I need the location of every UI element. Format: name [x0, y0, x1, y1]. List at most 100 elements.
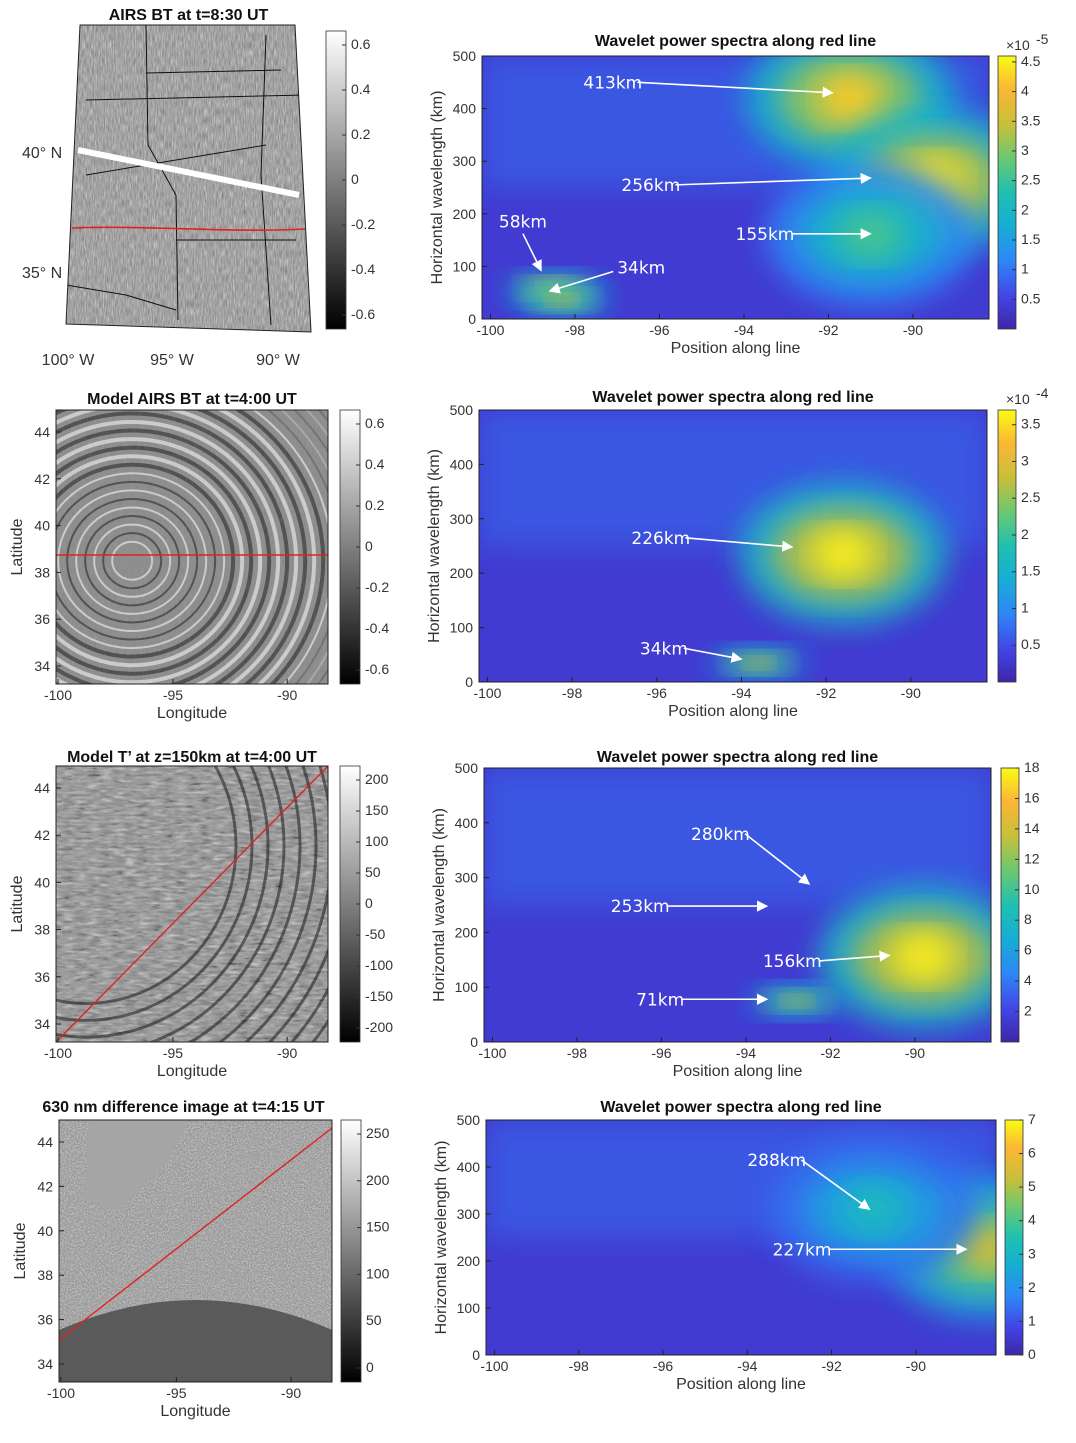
- heatmap-peak-core: [839, 210, 903, 260]
- map-image: [56, 766, 328, 1042]
- y-tick-label: 42: [34, 827, 50, 843]
- x-tick-label: -92: [820, 1045, 840, 1061]
- y-tick-label: 200: [457, 1253, 481, 1269]
- heatmap-peak-core: [783, 995, 811, 1007]
- y-tick-label: 400: [455, 815, 479, 831]
- y-axis-label: Horizontal wavelength (km): [429, 91, 446, 285]
- y-tick-label: 42: [37, 1178, 53, 1194]
- colorbar-tick-label: 1: [1028, 1312, 1036, 1328]
- annotation-arrow: [685, 537, 794, 552]
- x-tick-label: -90: [905, 1045, 925, 1061]
- map-panel-2: -100 -95 -90 44 42 40 38 36 34 Longitude Latitude M…: [9, 391, 389, 722]
- colorbar-tick-label: 3.5: [1021, 112, 1041, 128]
- x-tick-label: -90: [281, 1385, 301, 1401]
- map-title: AIRS BT at t=8:30 UT: [109, 7, 269, 24]
- colorbar-tick-label: 100: [366, 1265, 390, 1281]
- plot-frame: [478, 409, 988, 683]
- wave-ring: [187, 766, 302, 1042]
- y-tick-label: 44: [34, 780, 50, 796]
- colorbar-tick-label: 3.5: [1021, 416, 1041, 432]
- latitude-label: 40° N: [22, 145, 62, 162]
- y-tick-label: 500: [453, 48, 477, 64]
- colorbar-tick-label: 0: [351, 171, 359, 187]
- colorbar-tick-label: 7: [1028, 1111, 1036, 1127]
- x-tick-label: -100: [478, 1045, 506, 1061]
- x-tick-label: -96: [647, 685, 667, 701]
- colorbar-tick-label: 3: [1021, 142, 1029, 158]
- colorbar-tick-label: -150: [365, 988, 393, 1004]
- x-axis-label: Position along line: [676, 1376, 806, 1393]
- wave-ring: [56, 766, 254, 1022]
- x-tick-label: -96: [653, 1358, 673, 1374]
- colorbar-tick-label: 50: [365, 864, 381, 880]
- y-tick-label: 300: [450, 511, 474, 527]
- colorbar-tick-label: 0.2: [351, 126, 371, 142]
- y-tick-label: 300: [453, 153, 477, 169]
- wavelet-panel-1: -100 -98 -96 -94 -92 -90 0 100 200 300 400 500 Posit…: [429, 31, 1049, 357]
- y-tick-label: 38: [37, 1267, 53, 1283]
- colorbar-tick-label: 4.5: [1021, 53, 1041, 69]
- y-axis-label: Latitude: [9, 518, 26, 575]
- colorbar-tick-label: 4: [1021, 83, 1029, 99]
- y-tick-label: 36: [37, 1312, 53, 1328]
- y-axis-label: Horizontal wavelength (km): [426, 449, 443, 643]
- colorbar-tick-label: 200: [365, 771, 389, 787]
- colorbar-tick-label: 2: [1021, 201, 1029, 217]
- x-tick-label: -96: [649, 322, 669, 338]
- x-tick-label: -98: [565, 322, 585, 338]
- colorbar-tick-label: 8: [1024, 911, 1032, 927]
- y-tick-label: 34: [34, 1016, 50, 1032]
- y-axis-label: Latitude: [12, 1222, 29, 1279]
- heatmap-peak-core: [744, 657, 772, 669]
- colorbar-tick-label: 1.5: [1021, 231, 1041, 247]
- y-axis-label: Latitude: [9, 875, 26, 932]
- colorbar-tick-label: -0.2: [351, 216, 375, 232]
- masked-region: [84, 1120, 189, 1210]
- colorbar-tick-label: 2.5: [1021, 489, 1041, 505]
- y-tick-label: 0: [465, 674, 473, 690]
- colorbar-tick-label: 50: [366, 1312, 382, 1328]
- x-tick-label: -96: [651, 1045, 671, 1061]
- map-image: [66, 25, 311, 332]
- y-tick-label: 34: [37, 1356, 53, 1372]
- annotation-label: 58km: [499, 213, 547, 233]
- annotation-arrow: [818, 950, 891, 962]
- y-tick-label: 200: [453, 206, 477, 222]
- colorbar-tick-label: 12: [1024, 850, 1040, 866]
- colorbar-tick-label: 0: [1028, 1346, 1036, 1362]
- map-image: [56, 410, 328, 684]
- colorbar-scale-exponent: -4: [1036, 385, 1049, 401]
- annotation-arrow: [683, 647, 743, 663]
- x-axis-label: Position along line: [671, 340, 801, 357]
- colorbar-tick-label: 1: [1021, 599, 1029, 615]
- colorbar-tick-label: 250: [366, 1125, 390, 1141]
- x-tick-label: -98: [569, 1358, 589, 1374]
- heatmap-peak-core: [818, 73, 882, 123]
- wavelet-panel-3: -100 -98 -96 -94 -92 -90 0 100 200 300 400 500 Posit…: [431, 749, 1040, 1080]
- annotation-label: 227km: [773, 1240, 832, 1260]
- brightness-texture: [66, 25, 311, 332]
- red-line: [71, 226, 306, 231]
- colorbar-tick-label: 0: [366, 1359, 374, 1375]
- colorbar-tick-label: 1: [1021, 261, 1029, 277]
- colorbar-tick-label: 0.4: [365, 456, 385, 472]
- wavelet-panel-2: -100 -98 -96 -94 -92 -90 0 100 200 300 400 500 Posit…: [426, 385, 1049, 720]
- plot-frame: [483, 767, 992, 1043]
- y-tick-label: 400: [453, 101, 477, 117]
- colorbar-tick-label: 2: [1021, 526, 1029, 542]
- y-tick-label: 100: [457, 1300, 481, 1316]
- annotation-arrow: [800, 1159, 871, 1210]
- colorbar-tick-label: 0.6: [351, 36, 371, 52]
- plot-frame: [485, 1119, 997, 1356]
- map-panel-4: -100 -95 -90 44 42 40 38 36 34 Longitude Latitude 6…: [12, 1099, 390, 1420]
- chart-title: Wavelet power spectra along red line: [595, 33, 876, 50]
- x-tick-label: -90: [906, 1358, 926, 1374]
- y-tick-label: 100: [450, 620, 474, 636]
- colorbar-tick-label: 100: [365, 833, 389, 849]
- colorbar-tick-label: 18: [1024, 759, 1040, 775]
- colorbar-tick-label: 6: [1024, 942, 1032, 958]
- x-axis-label: Position along line: [668, 703, 798, 720]
- annotation-label: 34km: [640, 639, 688, 659]
- y-axis-label: Horizontal wavelength (km): [431, 808, 448, 1002]
